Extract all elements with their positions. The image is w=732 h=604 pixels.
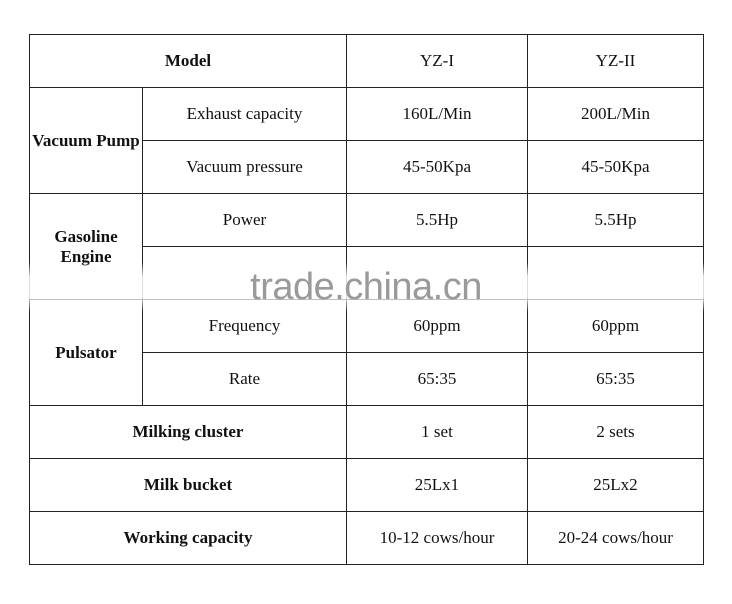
table-row: Working capacity 10-12 cows/hour 20-24 c… — [29, 511, 704, 565]
cell: 65:35 — [346, 352, 528, 406]
table-row: Milk bucket 25Lx1 25Lx2 — [29, 458, 704, 512]
cell: 5.5Hp — [346, 193, 528, 247]
row-label: Power — [142, 193, 347, 247]
row-label: Rate — [142, 352, 347, 406]
watermark: trade.china.cn — [250, 266, 482, 308]
header-model: Model — [29, 34, 347, 88]
table-row: Milking cluster 1 set 2 sets — [29, 405, 704, 459]
cell: 25Lx2 — [527, 458, 704, 512]
group-vacuum-pump: Vacuum Pump — [29, 87, 143, 194]
cell: 65:35 — [527, 352, 704, 406]
cell: 45-50Kpa — [527, 140, 704, 194]
cell: 2 sets — [527, 405, 704, 459]
table-row: Vacuum pressure 45-50Kpa 45-50Kpa — [30, 140, 704, 194]
row-label: Milk bucket — [29, 458, 347, 512]
cell: 5.5Hp — [527, 193, 704, 247]
cell: 160L/Min — [346, 87, 528, 141]
row-label: Working capacity — [29, 511, 347, 565]
header-yz2: YZ-II — [527, 34, 704, 88]
cell: 10-12 cows/hour — [346, 511, 528, 565]
table-row: Vacuum Pump Exhaust capacity 160L/Min 20… — [29, 87, 704, 194]
group-pulsator: Pulsator — [29, 299, 143, 406]
cell: 25Lx1 — [346, 458, 528, 512]
cell: 45-50Kpa — [346, 140, 528, 194]
row-label: Exhaust capacity — [142, 87, 347, 141]
table-row: Gasoline Engine Power 5.5Hp 5.5Hp — [29, 193, 704, 300]
cell: 20-24 cows/hour — [527, 511, 704, 565]
watermark-band — [0, 262, 732, 312]
header-yz1: YZ-I — [346, 34, 528, 88]
row-label: Milking cluster — [29, 405, 347, 459]
row-label: Vacuum pressure — [142, 140, 347, 194]
cell: 200L/Min — [527, 87, 704, 141]
table-header-row: Model YZ-I YZ-II — [29, 34, 704, 88]
cell: 1 set — [346, 405, 528, 459]
